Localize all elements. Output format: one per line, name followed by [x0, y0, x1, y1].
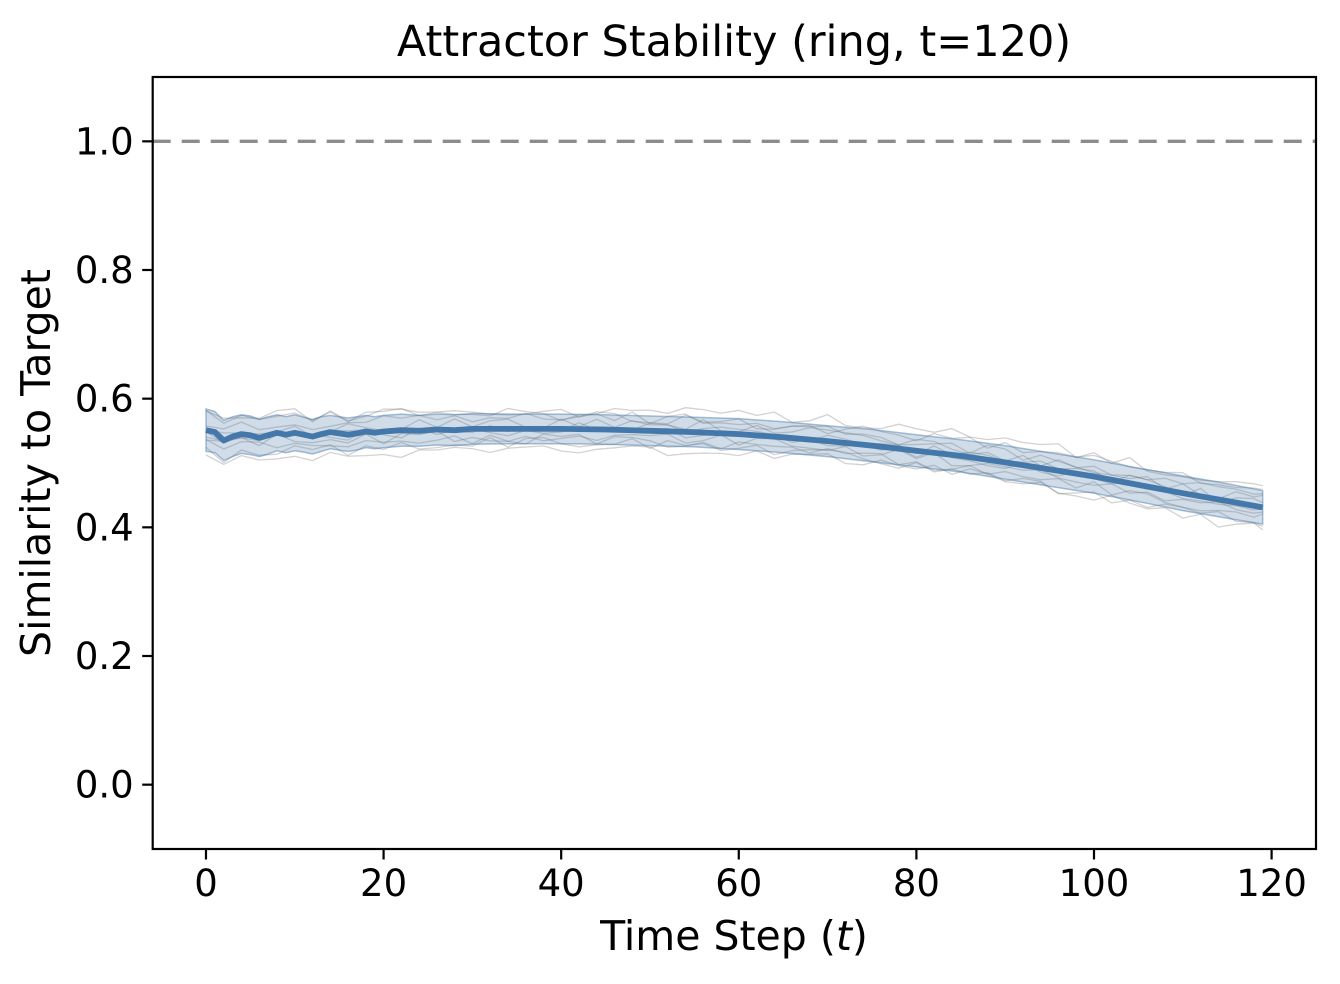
trial-line	[205, 433, 1263, 518]
x-tick-label: 40	[538, 862, 585, 905]
trial-line	[205, 430, 1263, 514]
trial-line	[205, 411, 1263, 495]
x-tick-label: 0	[194, 862, 218, 905]
mean-line	[205, 425, 1264, 511]
y-tick-label: 0.8	[75, 249, 134, 292]
tick-labels-layer: 0 20 40 60 80 100 120 0.0 0.2 0.4 0.6 0.8 1.0	[75, 120, 1307, 905]
x-tick-label: 20	[360, 862, 407, 905]
y-tick-label: 0.0	[75, 764, 134, 807]
trial-line	[205, 407, 1263, 491]
trial-line	[205, 407, 1263, 487]
y-axis-label: Similarity to Target	[12, 269, 60, 657]
trial-line	[205, 436, 1263, 527]
std-band-layer	[205, 408, 1264, 525]
x-axis-label-variable: t	[836, 912, 854, 960]
y-tick-label: 0.2	[75, 635, 134, 678]
y-tick-label: 0.4	[75, 506, 134, 549]
x-tick-label: 100	[1059, 862, 1130, 905]
y-tick-label: 1.0	[75, 120, 134, 163]
x-tick-label: 60	[715, 862, 762, 905]
x-tick-label: 120	[1236, 862, 1307, 905]
std-band	[205, 408, 1264, 525]
mean-line-layer	[205, 425, 1264, 511]
x-axis-label-prefix: Time Step (	[599, 912, 836, 960]
y-tick-label: 0.6	[75, 378, 134, 421]
trial-line	[205, 445, 1264, 531]
x-axis-label-suffix: )	[852, 912, 868, 960]
x-tick-label: 80	[893, 862, 940, 905]
x-axis-label: Time Step (t)	[599, 912, 868, 960]
axes-layer	[151, 75, 1318, 851]
axes-box	[151, 75, 1318, 851]
chart-title: Attractor Stability (ring, t=120)	[397, 17, 1071, 67]
